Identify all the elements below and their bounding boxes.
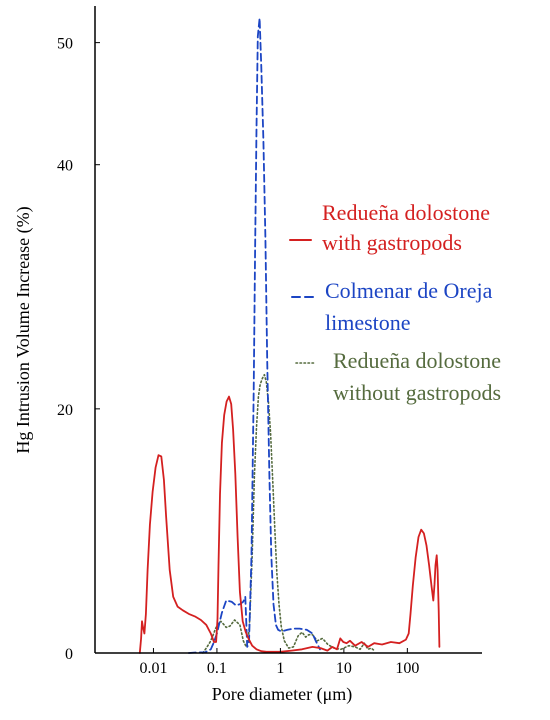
x-axis-title: Pore diameter (μm) [212, 684, 353, 705]
x-tick-label: 0.1 [207, 660, 227, 677]
y-tick-label: 40 [57, 158, 73, 175]
ticks: 0 20 40 50 0.01 0.1 1 10 100 [57, 36, 419, 677]
series-line-1 [138, 395, 441, 654]
y-axis-title: Hg Intrusion Volume Increase (%) [13, 206, 34, 453]
x-tick-label: 0.01 [139, 660, 167, 677]
y-tick-label: 0 [65, 646, 73, 663]
axes [94, 6, 482, 654]
legend-label-2: limestone [325, 310, 411, 335]
y-tick-label: 20 [57, 402, 73, 419]
series-layer [138, 17, 441, 654]
y-tick-label: 50 [57, 36, 73, 53]
x-tick-label: 100 [395, 660, 419, 677]
legend-label-3: Redueña dolostone [333, 348, 501, 373]
legend-label-1: with gastropods [322, 230, 462, 255]
legend-label-2: Colmenar de Oreja [325, 278, 493, 303]
legend-label-3: without gastropods [333, 380, 501, 405]
legend: Redueña dolostone with gastropods Colmenar… [289, 200, 501, 405]
x-tick-label: 10 [336, 660, 352, 677]
legend-label-1: Redueña dolostone [322, 200, 490, 225]
series-line-3 [202, 373, 376, 654]
x-tick-label: 1 [276, 660, 284, 677]
series-line-2 [187, 17, 321, 654]
